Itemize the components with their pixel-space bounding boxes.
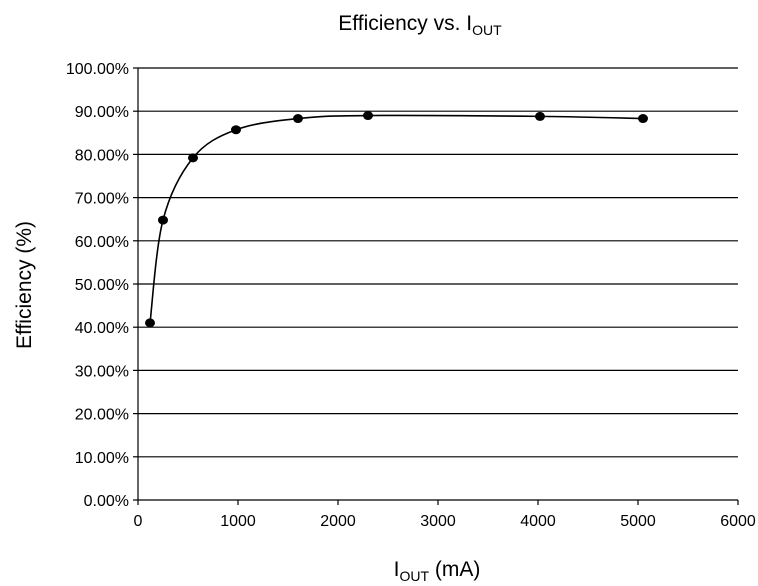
y-tick-label: 60.00% [75, 234, 129, 251]
x-tick-label: 0 [134, 513, 143, 530]
data-points [145, 111, 648, 328]
data-point [293, 114, 303, 124]
data-point [188, 153, 198, 163]
x-tick-label: 2000 [320, 513, 356, 530]
chart-title: Efficiency vs. IOUT [338, 12, 502, 38]
y-tick-label: 20.00% [75, 407, 129, 424]
y-tick-label: 70.00% [75, 191, 129, 208]
y-axis-title: Efficiency (%) [13, 221, 36, 349]
x-axis-title: IOUT (mA) [394, 558, 481, 584]
x-tick-label: 6000 [720, 513, 756, 530]
y-tick-labels: 0.00% 10.00% 20.00% 30.00% 40.00% 50.00% 60.00… [66, 61, 138, 510]
y-tick-label: 100.00% [66, 61, 129, 78]
y-tick-label: 90.00% [75, 104, 129, 121]
data-point [363, 111, 373, 121]
efficiency-curve [149, 114, 644, 323]
data-point [145, 318, 155, 328]
y-tick-label: 50.00% [75, 277, 129, 294]
x-tick-label: 3000 [420, 513, 456, 530]
y-tick-label: 0.00% [84, 493, 129, 510]
data-point [535, 111, 545, 121]
data-point [158, 215, 168, 225]
gridlines [138, 67, 738, 458]
y-tick-label: 10.00% [75, 450, 129, 467]
y-tick-label: 30.00% [75, 363, 129, 380]
x-tick-label: 1000 [220, 513, 256, 530]
data-point [638, 114, 648, 124]
y-tick-label: 40.00% [75, 320, 129, 337]
data-point [231, 125, 241, 135]
x-tick-label: 4000 [520, 513, 556, 530]
x-tick-labels: 0 1000 2000 3000 4000 5000 6000 [134, 500, 756, 530]
x-tick-label: 5000 [620, 513, 656, 530]
y-tick-label: 80.00% [75, 147, 129, 164]
